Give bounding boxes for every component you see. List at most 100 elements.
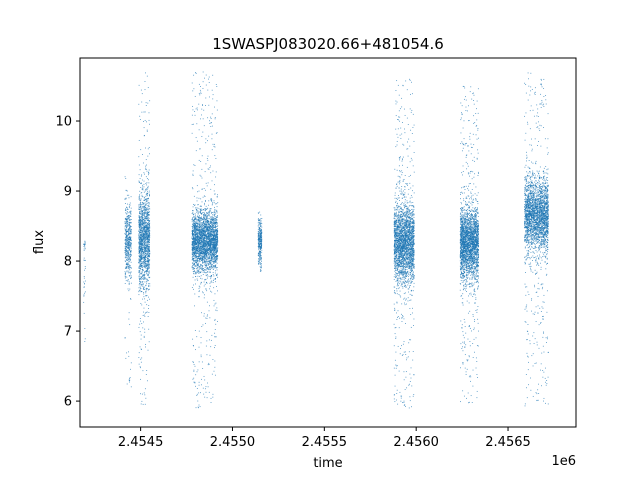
data-point bbox=[127, 216, 129, 218]
data-point bbox=[215, 157, 217, 159]
data-point bbox=[84, 266, 86, 267]
data-point bbox=[128, 234, 130, 235]
data-point bbox=[144, 111, 146, 113]
data-point bbox=[200, 275, 202, 277]
data-point bbox=[201, 188, 203, 190]
data-point bbox=[141, 231, 143, 233]
data-point bbox=[127, 280, 129, 282]
data-point bbox=[213, 260, 215, 262]
data-point bbox=[205, 244, 207, 246]
data-point bbox=[198, 245, 200, 247]
data-point bbox=[141, 220, 143, 222]
data-point bbox=[142, 229, 144, 231]
data-point bbox=[203, 239, 205, 241]
data-point bbox=[148, 241, 150, 243]
data-point bbox=[217, 240, 219, 242]
data-point bbox=[147, 155, 149, 157]
data-point bbox=[216, 212, 218, 214]
data-point bbox=[147, 258, 148, 260]
data-point bbox=[125, 357, 127, 359]
data-point bbox=[84, 338, 86, 340]
data-point bbox=[206, 221, 208, 223]
data-point bbox=[199, 215, 200, 217]
data-point bbox=[126, 271, 128, 273]
data-point bbox=[144, 228, 145, 230]
data-point bbox=[192, 258, 194, 259]
data-point bbox=[148, 190, 150, 192]
data-point bbox=[213, 305, 215, 307]
data-point bbox=[210, 208, 212, 210]
data-point bbox=[207, 225, 209, 227]
data-point bbox=[191, 114, 193, 116]
data-point bbox=[138, 221, 140, 223]
data-point bbox=[128, 256, 129, 258]
data-point bbox=[149, 222, 151, 224]
data-point bbox=[144, 312, 146, 314]
data-point bbox=[204, 215, 206, 217]
data-point bbox=[143, 248, 145, 250]
data-point bbox=[214, 237, 216, 239]
data-point bbox=[210, 245, 212, 247]
data-point bbox=[205, 227, 207, 229]
data-point bbox=[202, 237, 204, 239]
data-point bbox=[125, 276, 127, 278]
data-point bbox=[197, 219, 199, 221]
data-point bbox=[200, 217, 202, 219]
data-point bbox=[128, 241, 129, 243]
data-point bbox=[148, 261, 150, 263]
data-point bbox=[210, 219, 211, 221]
data-point bbox=[209, 210, 211, 212]
data-point bbox=[144, 259, 146, 261]
data-point bbox=[203, 225, 205, 226]
data-point bbox=[143, 135, 145, 137]
data-point bbox=[202, 244, 204, 246]
data-point bbox=[216, 196, 218, 198]
data-point bbox=[128, 259, 130, 261]
data-point bbox=[211, 257, 213, 259]
data-point bbox=[129, 230, 131, 232]
data-point bbox=[129, 204, 131, 206]
data-point bbox=[207, 262, 209, 264]
data-point bbox=[211, 250, 212, 252]
data-point bbox=[126, 253, 127, 255]
data-point bbox=[141, 265, 143, 266]
data-point bbox=[130, 253, 132, 255]
data-point bbox=[207, 78, 209, 80]
data-point bbox=[146, 252, 148, 254]
data-point bbox=[141, 194, 143, 196]
data-point bbox=[148, 209, 150, 211]
data-point bbox=[145, 183, 147, 184]
data-point bbox=[196, 394, 198, 396]
data-point bbox=[124, 248, 126, 249]
data-point bbox=[127, 288, 129, 290]
data-point bbox=[192, 244, 194, 246]
data-point bbox=[216, 206, 218, 208]
data-point bbox=[84, 260, 86, 261]
data-point bbox=[211, 247, 213, 248]
data-point bbox=[193, 236, 195, 238]
data-point bbox=[141, 244, 143, 246]
data-point bbox=[142, 229, 144, 231]
data-point bbox=[147, 260, 149, 262]
data-point bbox=[213, 247, 215, 249]
data-point bbox=[139, 217, 141, 219]
data-point bbox=[148, 194, 150, 196]
data-point bbox=[126, 383, 128, 385]
data-point bbox=[200, 264, 202, 266]
data-point bbox=[140, 236, 142, 238]
data-point bbox=[194, 233, 196, 235]
data-point bbox=[138, 326, 140, 328]
data-point bbox=[214, 245, 215, 247]
data-point bbox=[125, 247, 127, 249]
data-point bbox=[144, 267, 146, 269]
data-point bbox=[147, 264, 148, 266]
data-point bbox=[199, 243, 201, 245]
data-point bbox=[125, 229, 127, 231]
data-point bbox=[215, 244, 217, 246]
data-point bbox=[125, 272, 127, 274]
data-point bbox=[146, 304, 148, 306]
data-point bbox=[140, 204, 142, 205]
data-point bbox=[140, 266, 142, 268]
data-point bbox=[202, 196, 204, 198]
data-point bbox=[124, 222, 126, 224]
